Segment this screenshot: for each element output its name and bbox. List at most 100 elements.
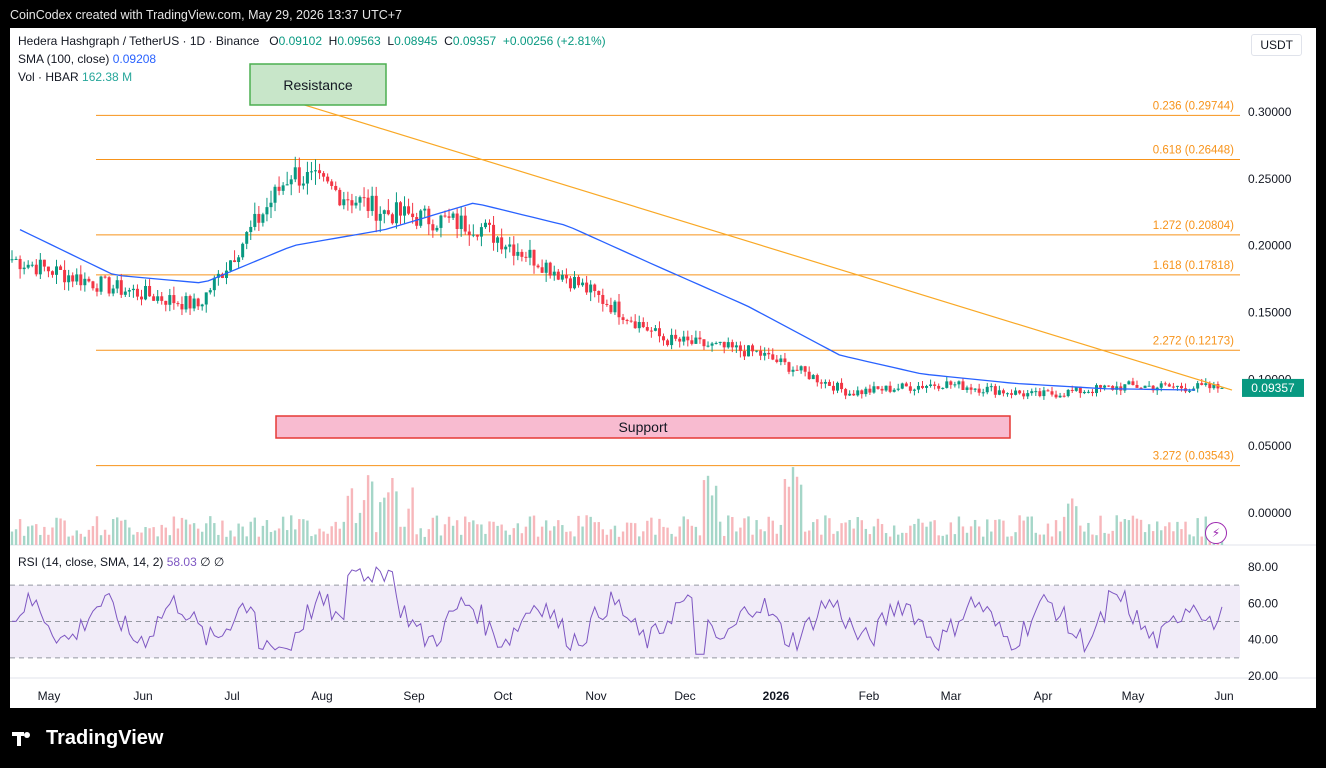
volume-bar [225, 536, 228, 545]
candle-body [488, 222, 492, 225]
volume-bar [714, 485, 718, 545]
volume-bar [318, 528, 321, 545]
candle-body [463, 215, 467, 232]
candle-body [500, 237, 504, 250]
candle-body [115, 280, 119, 289]
volume-bar [799, 484, 803, 545]
volume-bar [1135, 518, 1139, 545]
x-tick-label: Mar [941, 689, 962, 703]
candle-body [512, 244, 516, 256]
volume-bar [759, 529, 762, 545]
volume-bar [1046, 523, 1050, 545]
candle-body [1196, 383, 1200, 389]
lightning-icon[interactable]: ⚡ [1205, 522, 1227, 544]
candle-body [759, 350, 763, 356]
candle-body [775, 359, 779, 362]
candle-body [475, 234, 479, 237]
volume-bar [897, 534, 900, 545]
volume-bar [747, 516, 750, 545]
price-chart[interactable]: 80.00 60.00 40.00 20.00 0.236 (0.29744) 0.61… [10, 28, 1316, 708]
candle-body [722, 341, 726, 348]
candle-body [14, 258, 18, 260]
volume-bar [63, 520, 66, 545]
candle-body [1107, 385, 1111, 387]
candle-body [374, 195, 378, 221]
volume-bar [581, 526, 584, 545]
volume-bar [370, 481, 374, 545]
candle-body [1066, 389, 1070, 397]
candle-body [601, 294, 605, 304]
volume-bar [613, 525, 617, 545]
candle-body [107, 277, 111, 294]
candle-body [1014, 390, 1018, 395]
volume-bar [500, 524, 503, 545]
candle-body [394, 202, 398, 224]
volume-bar [783, 478, 787, 545]
volume-bar [690, 525, 694, 545]
rsi-tick-label: 20.00 [1248, 669, 1278, 683]
candle-body [609, 304, 613, 313]
candle-body [528, 249, 532, 258]
volume-bar [1156, 521, 1159, 545]
candle-body [981, 392, 985, 394]
candle-body [293, 167, 297, 180]
candle-body [1111, 385, 1115, 390]
volume-bar [391, 477, 394, 545]
candle-body [309, 171, 313, 173]
volume-bar [1143, 532, 1147, 545]
volume-bar [625, 522, 629, 545]
candle-body [1131, 381, 1135, 385]
candle-body [945, 381, 949, 388]
candle-body [666, 340, 670, 346]
volume-bar [824, 515, 827, 545]
candle-body [237, 257, 241, 263]
candle-body [702, 339, 706, 347]
volume-bar [694, 526, 698, 545]
volume-bar [949, 522, 953, 545]
candle-body [443, 215, 447, 217]
candle-body [285, 184, 289, 186]
candle-body [605, 303, 609, 305]
candle-body [572, 276, 576, 289]
tradingview-logo: TradingView [12, 727, 163, 750]
volume-bar [144, 527, 147, 545]
candle-body [455, 213, 459, 229]
candle-body [1208, 383, 1212, 389]
candle-body [483, 222, 487, 228]
volume-bar [1192, 536, 1195, 545]
volume-bar [322, 531, 325, 545]
volume-bar [407, 508, 410, 545]
x-tick-label: Nov [585, 689, 606, 703]
x-tick-label: Aug [311, 689, 332, 703]
volume-bar [273, 530, 277, 545]
candle-body [548, 262, 552, 276]
x-tick-label: May [38, 689, 61, 703]
candle-body [637, 322, 641, 329]
candle-body [281, 185, 285, 191]
candle-body [415, 217, 419, 226]
candle-body [180, 303, 184, 310]
high-label: H [328, 34, 338, 48]
volume-bar [779, 524, 783, 545]
volume-bar [35, 524, 38, 545]
candle-body [1026, 393, 1030, 397]
volume-bar [937, 535, 940, 545]
candle-body [216, 273, 220, 278]
currency-button[interactable]: USDT [1251, 34, 1302, 56]
fib-level-label: 1.272 (0.20804) [1153, 220, 1234, 232]
candle-body [314, 170, 317, 172]
volume-bar [261, 525, 265, 545]
candle-body [726, 342, 730, 348]
volume-bar [395, 491, 398, 545]
candle-body [241, 243, 245, 258]
candle-body [233, 260, 237, 263]
volume-bar [807, 530, 811, 545]
volume-bar [1071, 498, 1074, 545]
volume-bar [488, 521, 491, 545]
volume-bar [350, 488, 354, 545]
candle-body [30, 264, 34, 266]
symbol-title: Hedera Hashgraph / TetherUS · 1D · Binan… [18, 34, 260, 48]
sma-legend: SMA (100, close) 0.09208 [18, 52, 156, 66]
volume-bar [1200, 536, 1203, 545]
chart-frame[interactable]: Hedera Hashgraph / TetherUS · 1D · Binan… [10, 28, 1316, 708]
